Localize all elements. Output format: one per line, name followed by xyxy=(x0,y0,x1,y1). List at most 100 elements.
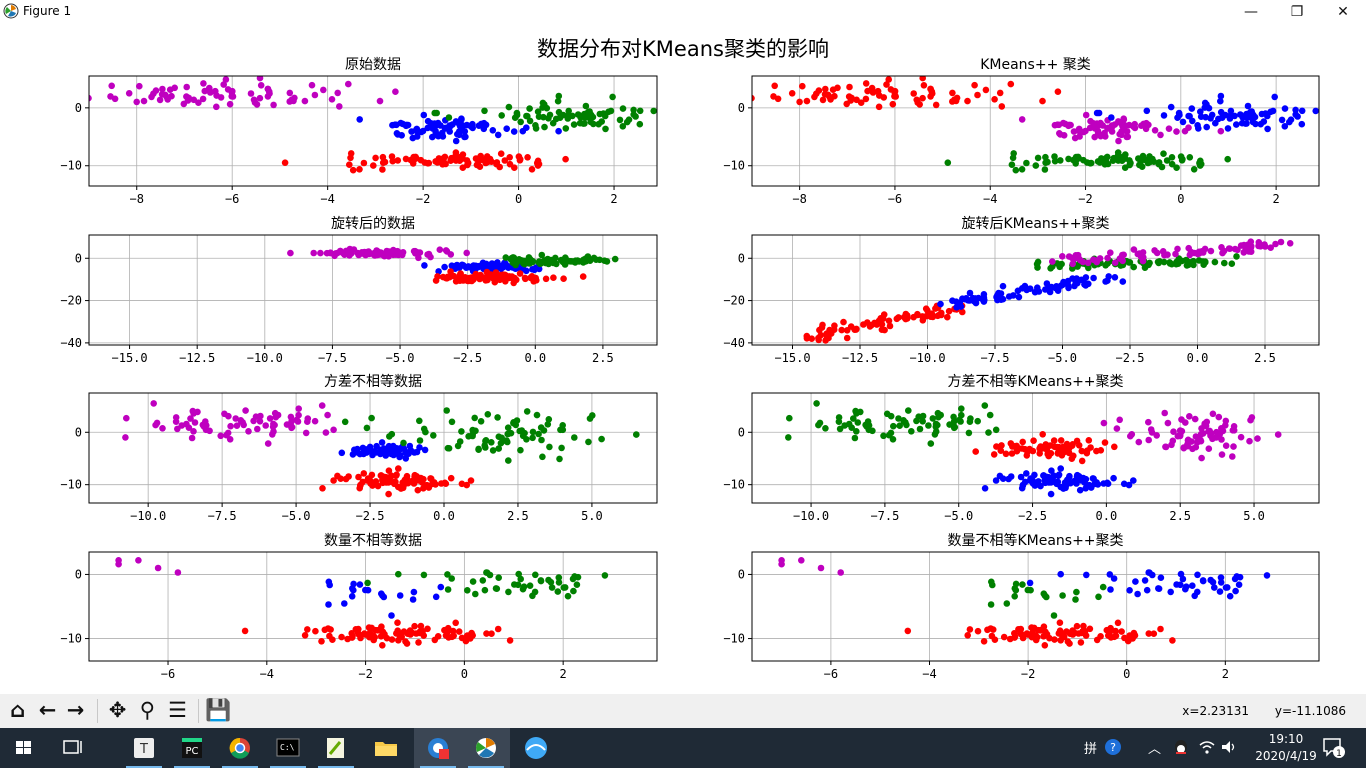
point-series-1 xyxy=(853,96,860,104)
point-series-2 xyxy=(1054,450,1062,457)
pan-icon: ✥ xyxy=(108,698,127,722)
point-series-1 xyxy=(949,89,956,97)
action-center-icon[interactable]: 1 xyxy=(1322,737,1346,763)
point-series-1 xyxy=(889,436,897,443)
taskbar-typora[interactable]: T xyxy=(120,728,168,768)
point-series-3 xyxy=(1254,435,1261,442)
point-series-3 xyxy=(1108,114,1115,121)
point-series-1 xyxy=(788,90,796,97)
configure-subplots-button[interactable]: ☰ xyxy=(164,697,191,724)
figure-canvas[interactable]: 数据分布对KMeans聚类的影响 −8 −6 −4 −2 0 2 0 −10 原始数据 −8 −6−… xyxy=(0,24,1366,694)
point-series-3 xyxy=(1127,432,1134,440)
help-icon[interactable]: ? xyxy=(1104,738,1122,760)
point-series-1 xyxy=(287,413,295,421)
point-series-3 xyxy=(596,256,603,264)
taskbar-matplotlib[interactable] xyxy=(462,728,510,768)
taskbar-recorder[interactable] xyxy=(414,728,462,768)
task-view-button[interactable] xyxy=(48,728,96,768)
point-series-3 xyxy=(489,447,497,454)
point-series-2 xyxy=(410,588,418,596)
input-method-icon[interactable]: 拼 xyxy=(1084,742,1098,757)
point-series-4 xyxy=(441,153,449,161)
point-series-1 xyxy=(925,422,932,429)
point-series-4 xyxy=(435,155,443,162)
point-series-3 xyxy=(520,583,528,590)
point-series-4 xyxy=(542,275,550,283)
point-series-2 xyxy=(972,448,979,455)
point-series-1 xyxy=(890,422,897,430)
point-series-4 xyxy=(1076,486,1084,494)
point-series-4 xyxy=(1017,473,1025,481)
show-hidden-icons-icon[interactable]: ︿ xyxy=(1148,742,1162,757)
taskbar-browser[interactable] xyxy=(512,728,560,768)
x-tick-label: 2.5 xyxy=(507,509,529,523)
clock-date: 2020/4/19 xyxy=(1255,749,1317,763)
start-button[interactable] xyxy=(0,728,48,768)
point-series-4 xyxy=(984,626,991,634)
forward-button[interactable]: → xyxy=(62,697,89,724)
home-button[interactable]: ⌂ xyxy=(4,697,31,724)
point-series-3 xyxy=(477,418,485,425)
volume-icon[interactable] xyxy=(1220,738,1238,760)
point-series-3 xyxy=(1218,436,1225,443)
point-series-3 xyxy=(482,444,489,451)
save-button[interactable]: 💾 xyxy=(205,697,232,724)
x-tick-label: 0.0 xyxy=(433,509,455,523)
point-series-1 xyxy=(295,411,302,419)
point-series-4 xyxy=(379,166,386,173)
point-series-1 xyxy=(974,417,981,425)
close-button[interactable]: ✕ xyxy=(1337,4,1349,20)
point-series-1 xyxy=(919,418,926,425)
system-clock[interactable]: 19:10 2020/4/19 xyxy=(1246,731,1326,765)
point-series-4 xyxy=(408,477,416,485)
point-series-2 xyxy=(1075,125,1083,133)
point-series-3 xyxy=(1217,97,1224,105)
qq-icon[interactable] xyxy=(1172,738,1190,760)
point-series-2 xyxy=(359,444,367,452)
point-series-1 xyxy=(903,421,910,429)
taskbar-chrome[interactable] xyxy=(216,728,264,768)
point-series-3 xyxy=(1205,445,1213,453)
point-series-4 xyxy=(1041,166,1049,173)
point-series-3 xyxy=(420,571,428,579)
zoom-button[interactable]: ⚲ xyxy=(134,697,161,724)
figure-suptitle: 数据分布对KMeans聚类的影响 xyxy=(537,37,829,61)
point-series-4 xyxy=(448,154,455,162)
pan-button[interactable]: ✥ xyxy=(104,697,131,724)
maximize-button[interactable]: ❐ xyxy=(1290,4,1304,20)
point-series-2 xyxy=(350,586,357,594)
point-series-3 xyxy=(1264,125,1271,133)
taskbar-file-explorer[interactable] xyxy=(362,728,410,768)
point-series-2 xyxy=(397,119,405,127)
point-series-2 xyxy=(378,446,385,454)
point-series-4 xyxy=(1042,153,1049,161)
point-series-3 xyxy=(1047,265,1054,272)
point-series-2 xyxy=(368,448,375,455)
x-tick-label: −2 xyxy=(416,192,430,206)
back-button[interactable]: ← xyxy=(34,697,61,724)
point-series-4 xyxy=(377,472,385,479)
point-series-1 xyxy=(202,418,209,425)
point-series-4 xyxy=(1069,260,1076,268)
coordinate-readout: x=2.23131 y=-11.1086 xyxy=(1160,704,1346,718)
point-series-1 xyxy=(908,428,915,435)
point-series-4 xyxy=(511,274,518,282)
point-series-1 xyxy=(816,326,823,334)
point-series-1 xyxy=(986,411,994,419)
point-series-4 xyxy=(1172,250,1179,258)
wifi-icon[interactable] xyxy=(1198,738,1216,760)
point-series-1 xyxy=(136,82,143,90)
taskbar-terminal[interactable]: C:\ xyxy=(264,728,312,768)
scatter-points xyxy=(122,400,640,498)
point-series-1 xyxy=(257,82,265,89)
point-series-4 xyxy=(471,273,478,281)
point-series-3 xyxy=(431,109,439,117)
taskbar-pycharm[interactable]: PC xyxy=(168,728,216,768)
taskbar-notepad[interactable] xyxy=(312,728,360,768)
point-series-1 xyxy=(310,249,318,257)
point-series-3 xyxy=(471,414,479,422)
point-series-1 xyxy=(272,413,280,421)
minimize-button[interactable]: — xyxy=(1244,4,1258,20)
point-series-3 xyxy=(554,588,562,595)
point-series-3 xyxy=(564,115,572,122)
